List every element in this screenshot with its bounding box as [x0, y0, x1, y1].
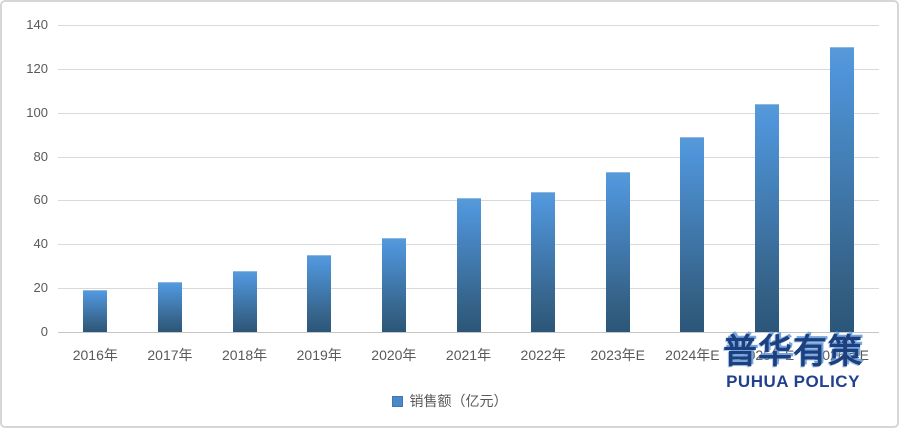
y-tick-label-0: 0	[40, 324, 48, 339]
x-tick-label-2019年: 2019年	[296, 347, 342, 363]
gridline-y-140	[58, 25, 879, 26]
x-tick-label-2020年: 2020年	[371, 347, 417, 363]
x-tick-label-2026年E: 2026年E	[814, 347, 869, 363]
bar-2024年E	[680, 136, 705, 332]
bar-2022年	[531, 191, 556, 332]
x-tick-label-2018年: 2018年	[222, 347, 268, 363]
gridline-y-120	[58, 68, 879, 70]
y-tick-label-60: 60	[33, 192, 48, 208]
x-tick-label-2021年: 2021年	[445, 347, 492, 363]
bar-2017年	[157, 281, 182, 332]
x-tick-label-2017年: 2017年	[147, 347, 193, 363]
legend-label: 销售额（亿元）	[409, 393, 508, 409]
x-tick-label-2022年: 2022年	[520, 347, 566, 363]
bar-2026年E	[829, 46, 854, 332]
legend-swatch-icon	[391, 395, 403, 407]
x-axis-line	[58, 332, 879, 333]
bar-2023年E	[605, 171, 630, 332]
x-tick-label-2023年E: 2023年E	[590, 347, 645, 363]
y-tick-label-140: 140	[26, 17, 48, 32]
y-tick-label-20: 20	[33, 280, 48, 296]
y-tick-label-120: 120	[26, 60, 48, 76]
bar-2019年	[307, 255, 332, 332]
bar-2016年	[83, 290, 108, 332]
bar-2018年	[232, 270, 257, 332]
gridline-y-80	[58, 156, 879, 158]
x-tick-label-2024年E: 2024年E	[665, 347, 720, 363]
bar-2021年	[456, 198, 481, 332]
logo-english-text: PUHUA POLICY	[726, 372, 860, 391]
y-tick-label-40: 40	[33, 236, 48, 252]
y-tick-label-80: 80	[33, 148, 48, 164]
x-tick-label-2025年E: 2025年E	[739, 347, 795, 363]
y-tick-label-100: 100	[26, 104, 48, 120]
legend: 销售额（亿元）	[2, 391, 897, 411]
gridline-y-100	[58, 112, 879, 114]
bar-2020年	[381, 237, 406, 332]
x-tick-label-2016年: 2016年	[72, 347, 118, 363]
bar-2025年E	[755, 103, 780, 332]
